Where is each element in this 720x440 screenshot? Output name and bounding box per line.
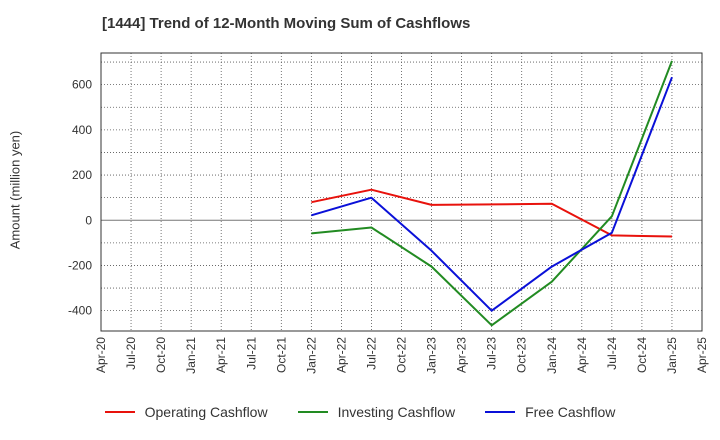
x-tick-label: Oct-21 <box>274 337 288 373</box>
x-tick-label: Apr-25 <box>695 337 709 373</box>
legend-label: Free Cashflow <box>525 404 616 420</box>
y-tick-label: -200 <box>68 258 92 272</box>
x-tick-label: Jul-24 <box>605 337 619 370</box>
series-line-operating-cashflow <box>311 188 673 238</box>
x-tick-label: Jul-20 <box>124 337 138 370</box>
series-layer <box>311 60 673 327</box>
legend-swatch <box>104 411 135 413</box>
x-tick-label: Apr-23 <box>455 337 469 373</box>
legend-item-investing-cashflow: Investing Cashflow <box>297 404 456 420</box>
chart-title: [1444] Trend of 12-Month Moving Sum of C… <box>102 15 471 32</box>
x-tick-label: Apr-21 <box>214 337 228 373</box>
y-tick-label: 0 <box>85 213 92 227</box>
x-tick-label: Jul-21 <box>244 337 258 370</box>
x-tick-label: Oct-23 <box>515 337 529 373</box>
series-line-investing-cashflow <box>311 60 673 327</box>
grid-layer <box>100 53 703 331</box>
legend-label: Operating Cashflow <box>144 404 268 420</box>
series-line-free-cashflow <box>311 76 673 312</box>
x-tick-label: Apr-20 <box>94 337 108 373</box>
legend-item-free-cashflow: Free Cashflow <box>485 404 615 420</box>
legend: Operating Cashflow Investing Cashflow Free… <box>0 404 720 420</box>
x-tick-label: Jan-25 <box>665 337 679 374</box>
plot-frame <box>100 52 703 332</box>
legend-swatch <box>297 411 328 413</box>
y-tick-label: 600 <box>72 78 92 92</box>
x-tick-label: Oct-20 <box>154 337 168 373</box>
x-tick-label: Jul-22 <box>364 337 378 370</box>
x-tick-label: Jan-24 <box>545 337 559 374</box>
x-tick-label: Apr-22 <box>334 337 348 373</box>
x-tick-label: Jan-22 <box>304 337 318 374</box>
y-tick-label: -400 <box>68 304 92 318</box>
legend-swatch <box>485 411 516 413</box>
x-tick-label: Oct-22 <box>395 337 409 373</box>
x-tick-label: Apr-24 <box>575 337 589 373</box>
plot-frame-layer <box>100 52 703 332</box>
legend-item-operating-cashflow: Operating Cashflow <box>104 404 268 420</box>
x-tick-layer: Apr-20 Jul-20 Oct-20 Jan-21 Apr-21 Jul-21 Oct-… <box>94 337 709 374</box>
x-tick-label: Oct-24 <box>635 337 649 373</box>
y-tick-label: 200 <box>72 168 92 182</box>
x-tick-label: Jan-23 <box>425 337 439 374</box>
y-tick-label: 400 <box>72 123 92 137</box>
legend-label: Investing Cashflow <box>337 404 456 420</box>
x-tick-label: Jan-21 <box>184 337 198 374</box>
y-tick-layer: 600 400 200 0 -200 -400 <box>68 78 92 318</box>
x-tick-label: Jul-23 <box>485 337 499 370</box>
